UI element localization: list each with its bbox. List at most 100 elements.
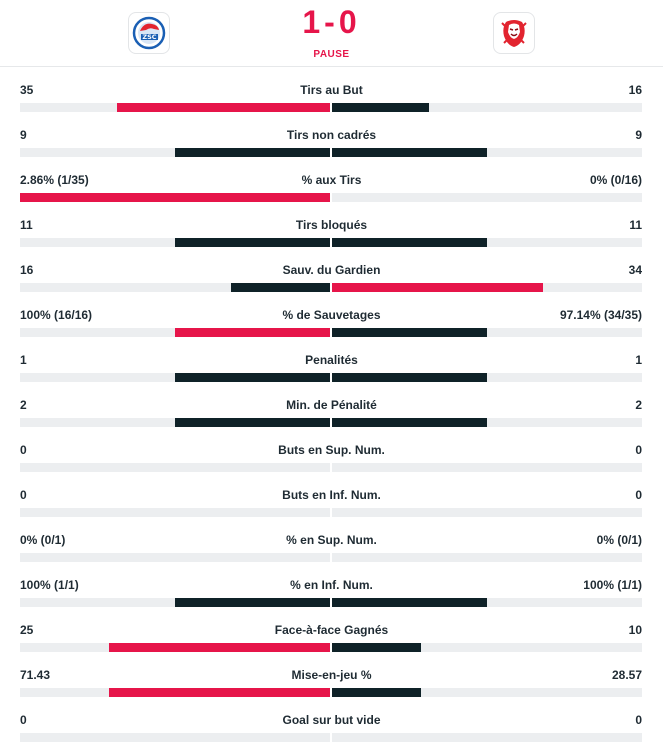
match-status: PAUSE: [313, 49, 350, 60]
away-stat-value: 100% (1/1): [583, 578, 642, 592]
stat-row: 16 Sauv. du Gardien 34: [0, 248, 663, 293]
away-stat-value: 0: [635, 713, 642, 727]
away-stat-value: 34: [628, 263, 642, 277]
svg-text:ZSC: ZSC: [142, 33, 156, 41]
home-stat-value: 71.43: [20, 668, 51, 682]
home-stat-value: 9: [20, 128, 27, 142]
home-stat-value: 16: [20, 263, 34, 277]
stat-label: Penalités: [305, 353, 358, 367]
away-stat-bar-track: [332, 688, 642, 697]
stat-label: Min. de Pénalité: [286, 398, 377, 412]
stat-label: Tirs au But: [300, 83, 363, 97]
home-stat-bar-track: [20, 373, 330, 382]
away-stat-bar-fill: [332, 373, 487, 382]
home-stat-value: 11: [20, 218, 33, 232]
home-stat-value: 2: [20, 398, 27, 412]
away-stat-bar-fill: [332, 328, 487, 337]
home-stat-bar-track: [20, 553, 330, 562]
home-stat-bar-track: [20, 238, 330, 247]
home-stat-bar-track: [20, 643, 330, 652]
stat-row: 0 Goal sur but vide 0: [0, 698, 663, 743]
home-stat-bar-track: [20, 148, 330, 157]
home-stat-value: 0: [20, 713, 27, 727]
home-stat-value: 0% (0/1): [20, 533, 66, 547]
stat-row: 71.43 Mise-en-jeu % 28.57: [0, 653, 663, 698]
away-stat-bar-track: [332, 283, 642, 292]
home-stat-bar-track: [20, 283, 330, 292]
home-stat-bar-track: [20, 103, 330, 112]
away-stat-bar-track: [332, 193, 642, 202]
home-stat-bar-fill: [175, 373, 330, 382]
home-stat-bar-fill: [109, 688, 330, 697]
home-stat-bar-track: [20, 463, 330, 472]
away-stat-bar-fill: [332, 283, 543, 292]
away-stat-value: 10: [628, 623, 642, 637]
home-stat-bar-track: [20, 508, 330, 517]
match-score: 1-0: [302, 4, 361, 40]
stat-label: Tirs bloqués: [295, 218, 368, 232]
away-stat-value: 0% (0/16): [589, 173, 642, 187]
stat-row: 100% (1/1) % en Inf. Num. 100% (1/1): [0, 563, 663, 608]
away-stat-bar-track: [332, 733, 642, 742]
zsc-lions-logo-icon: ZSC: [132, 16, 166, 50]
home-stat-bar-fill: [175, 328, 330, 337]
away-stat-value: 0: [635, 488, 642, 502]
away-stat-value: 0: [635, 443, 642, 457]
stat-label: % en Sup. Num.: [286, 533, 377, 547]
stat-label: Sauv. du Gardien: [282, 263, 381, 277]
away-stat-value: 11: [629, 218, 642, 232]
home-stat-value: 100% (1/1): [20, 578, 79, 592]
away-stat-value: 2: [635, 398, 642, 412]
stat-label: Buts en Inf. Num.: [282, 488, 381, 502]
home-stat-bar-fill: [117, 103, 330, 112]
away-stat-value: 9: [635, 128, 642, 142]
away-team-logo[interactable]: [493, 12, 535, 54]
home-stat-value: 1: [20, 353, 27, 367]
home-stat-value: 100% (16/16): [20, 308, 93, 322]
stat-row: 0 Buts en Inf. Num. 0: [0, 473, 663, 518]
stat-row: 9 Tirs non cadrés 9: [0, 113, 663, 158]
away-stat-bar-track: [332, 238, 642, 247]
stat-row: 1 Penalités 1: [0, 338, 663, 383]
stat-label: Face-à-face Gagnés: [274, 623, 389, 637]
home-stat-value: 0: [20, 488, 27, 502]
home-team-logo[interactable]: ZSC: [128, 12, 170, 54]
away-stat-bar-track: [332, 463, 642, 472]
away-stat-bar-track: [332, 148, 642, 157]
home-stat-bar-fill: [175, 148, 330, 157]
home-stat-bar-track: [20, 328, 330, 337]
away-stat-bar-fill: [332, 148, 487, 157]
stat-row: 25 Face-à-face Gagnés 10: [0, 608, 663, 653]
away-stat-bar-fill: [332, 238, 487, 247]
home-stat-value: 35: [20, 83, 34, 97]
stat-label: % aux Tirs: [301, 173, 362, 187]
away-stat-bar-fill: [332, 643, 421, 652]
stat-row: 100% (16/16)% de Sauvetages 97.14% (34/35…: [0, 293, 663, 338]
away-stat-value: 97.14% (34/35): [559, 308, 642, 322]
home-stat-bar-track: [20, 193, 330, 202]
stat-label: Tirs non cadrés: [286, 128, 377, 142]
away-stat-value: 28.57: [611, 668, 642, 682]
home-stat-bar-fill: [109, 643, 330, 652]
away-stat-bar-fill: [332, 103, 429, 112]
home-stat-bar-track: [20, 418, 330, 427]
away-stat-bar-fill: [332, 688, 421, 697]
home-stat-value: 2.86% (1/35): [20, 173, 89, 187]
stat-row: 2 Min. de Pénalité 2: [0, 383, 663, 428]
away-stat-bar-track: [332, 643, 642, 652]
stat-label: Goal sur but vide: [282, 713, 381, 727]
stat-label: % en Inf. Num.: [290, 578, 373, 592]
away-stat-bar-track: [332, 553, 642, 562]
home-stat-bar-track: [20, 598, 330, 607]
away-stat-bar-fill: [332, 418, 487, 427]
away-stat-bar-track: [332, 418, 642, 427]
home-stat-bar-fill: [175, 418, 330, 427]
lausanne-lion-logo-icon: [501, 20, 527, 47]
stats-list: 35 Tirs au But 16 9 Tirs non cadrés 9 2.86% (1…: [0, 68, 663, 743]
home-stat-bar-fill: [20, 193, 330, 202]
away-stat-bar-fill: [332, 598, 487, 607]
home-stat-bar-fill: [231, 283, 330, 292]
away-stat-value: 0% (0/1): [596, 533, 642, 547]
away-stat-value: 16: [628, 83, 642, 97]
stat-row: 35 Tirs au But 16: [0, 68, 663, 113]
